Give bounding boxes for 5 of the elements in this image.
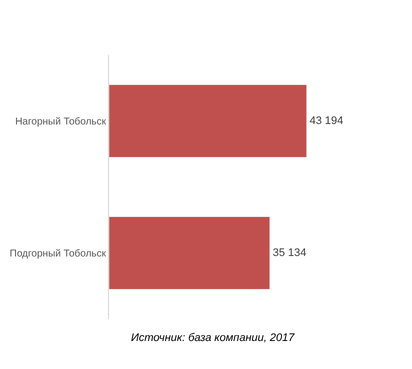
text: Источник: база компании, 2017 (131, 332, 296, 344)
data-label: 43 194 (310, 115, 344, 127)
data-label: 35 134 (272, 247, 306, 259)
y-tick-label: Подгорный Тобольск (10, 248, 107, 260)
y-tick-label: Нагорный Тобольск (15, 116, 107, 128)
